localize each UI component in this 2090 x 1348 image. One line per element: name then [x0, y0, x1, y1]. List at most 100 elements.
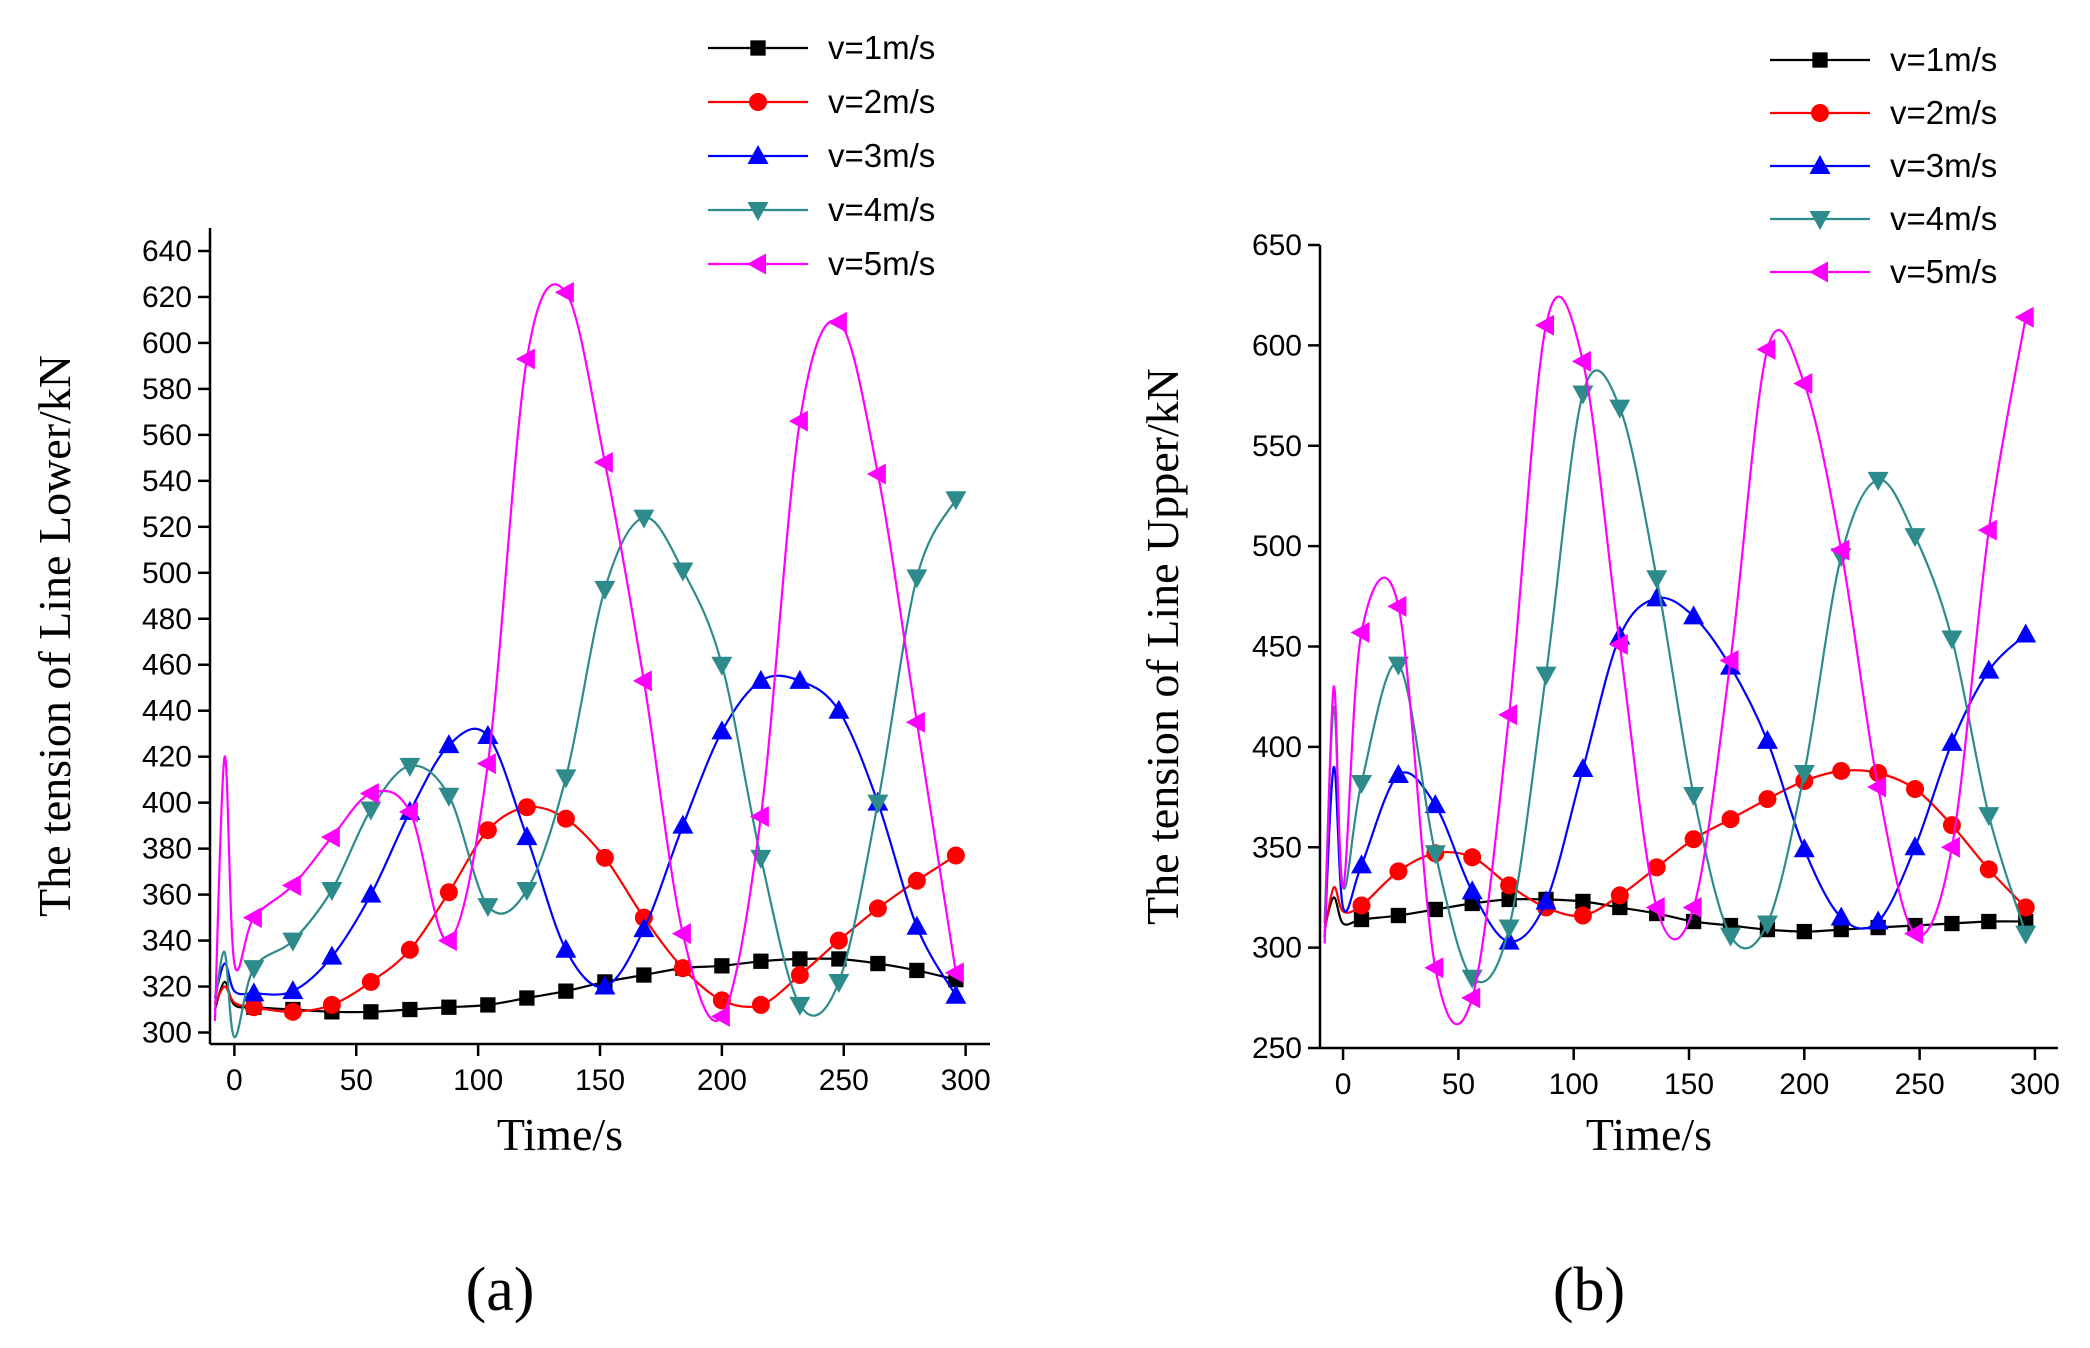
data-point	[243, 982, 265, 1002]
series-b-5	[1323, 295, 2034, 1026]
chart-panel-a: 3003203403603804004204404604805005205405…	[29, 29, 991, 1324]
data-point	[593, 451, 613, 473]
data-point	[1944, 915, 1960, 932]
data-point	[1612, 899, 1628, 916]
data-point	[1904, 836, 1926, 856]
y-tick-label: 400	[1252, 731, 1302, 764]
legend-label: v=1m/s	[828, 29, 935, 66]
data-point	[1867, 776, 1887, 798]
data-point	[870, 955, 886, 972]
y-tick-label: 400	[142, 787, 192, 820]
data-point	[1608, 633, 1628, 655]
legend-label: v=2m/s	[828, 83, 935, 120]
data-point	[792, 951, 808, 967]
data-point	[243, 960, 265, 980]
data-point	[710, 1005, 730, 1027]
y-tick-label: 540	[142, 465, 192, 498]
legend-marker	[747, 202, 769, 221]
x-tick-label: 100	[453, 1064, 503, 1097]
legend-label: v=4m/s	[828, 191, 935, 228]
data-point	[1867, 471, 1889, 491]
data-point	[1573, 906, 1592, 925]
data-point	[1683, 787, 1705, 807]
data-point	[1720, 927, 1742, 947]
legend-entry: v=3m/s	[1770, 147, 1997, 184]
data-point	[1424, 957, 1444, 979]
data-point	[831, 951, 847, 967]
data-point	[1461, 987, 1481, 1009]
data-point	[400, 940, 419, 959]
data-point	[321, 881, 343, 901]
y-axis-title: The tension of Line Lower/kN	[29, 355, 80, 917]
data-point	[1535, 666, 1557, 686]
data-point	[1721, 810, 1740, 829]
x-tick-label: 150	[575, 1064, 625, 1097]
y-tick-label: 300	[142, 1017, 192, 1050]
legend-label: v=5m/s	[828, 245, 935, 282]
y-tick-label: 580	[142, 373, 192, 406]
series-b-3	[1323, 587, 2037, 950]
data-point	[1904, 528, 1926, 548]
legend-entry: v=4m/s	[1770, 200, 1997, 237]
data-point	[907, 871, 926, 890]
data-point	[478, 821, 497, 840]
data-point	[519, 990, 535, 1006]
panel-label-a: (a)	[466, 1256, 535, 1324]
data-point	[555, 769, 577, 789]
x-tick-label: 250	[1895, 1068, 1945, 1101]
legend-marker	[1811, 104, 1829, 122]
legend-label: v=1m/s	[1890, 41, 1997, 78]
data-point	[1904, 923, 1924, 945]
data-point	[1647, 858, 1666, 877]
data-point	[711, 720, 733, 740]
data-point	[866, 463, 886, 485]
data-point	[789, 996, 811, 1016]
data-point	[322, 995, 341, 1014]
data-point	[1535, 890, 1557, 910]
data-point	[749, 805, 769, 827]
legend-marker	[1812, 52, 1828, 68]
series-line	[1323, 369, 2027, 984]
data-point	[672, 814, 694, 834]
y-tick-label: 550	[1252, 430, 1302, 463]
data-point	[1756, 338, 1776, 360]
data-point	[634, 908, 653, 927]
legend-marker	[747, 253, 766, 275]
y-tick-label: 460	[142, 649, 192, 682]
data-point	[829, 931, 848, 950]
series-line	[213, 283, 957, 1023]
series-a-4	[213, 491, 967, 1039]
data-point	[2015, 925, 2037, 945]
data-point	[1940, 836, 1960, 858]
x-tick-label: 150	[1664, 1068, 1714, 1101]
data-point	[360, 883, 382, 903]
data-point	[556, 809, 575, 828]
data-point	[1387, 656, 1409, 676]
y-tick-label: 440	[142, 695, 192, 728]
data-point	[594, 975, 616, 995]
series-line	[1323, 769, 2027, 932]
x-tick-label: 100	[1549, 1068, 1599, 1101]
y-tick-label: 320	[142, 971, 192, 1004]
y-tick-label: 600	[1252, 329, 1302, 362]
legend-label: v=3m/s	[828, 137, 935, 174]
data-point	[516, 881, 538, 901]
data-point	[516, 826, 538, 846]
panel-label-b: (b)	[1553, 1256, 1625, 1324]
data-point	[554, 281, 574, 303]
legend-marker	[749, 93, 767, 111]
data-point	[1830, 906, 1852, 926]
data-point	[320, 826, 340, 848]
data-point	[1498, 704, 1518, 726]
y-tick-label: 560	[142, 419, 192, 452]
data-point	[1463, 848, 1482, 867]
data-point	[281, 874, 301, 896]
data-point	[1830, 539, 1850, 561]
x-tick-label: 200	[697, 1064, 747, 1097]
data-point	[1424, 794, 1446, 814]
data-point	[477, 724, 499, 744]
y-tick-label: 600	[142, 327, 192, 360]
data-point	[1387, 763, 1409, 783]
data-point	[909, 962, 925, 979]
